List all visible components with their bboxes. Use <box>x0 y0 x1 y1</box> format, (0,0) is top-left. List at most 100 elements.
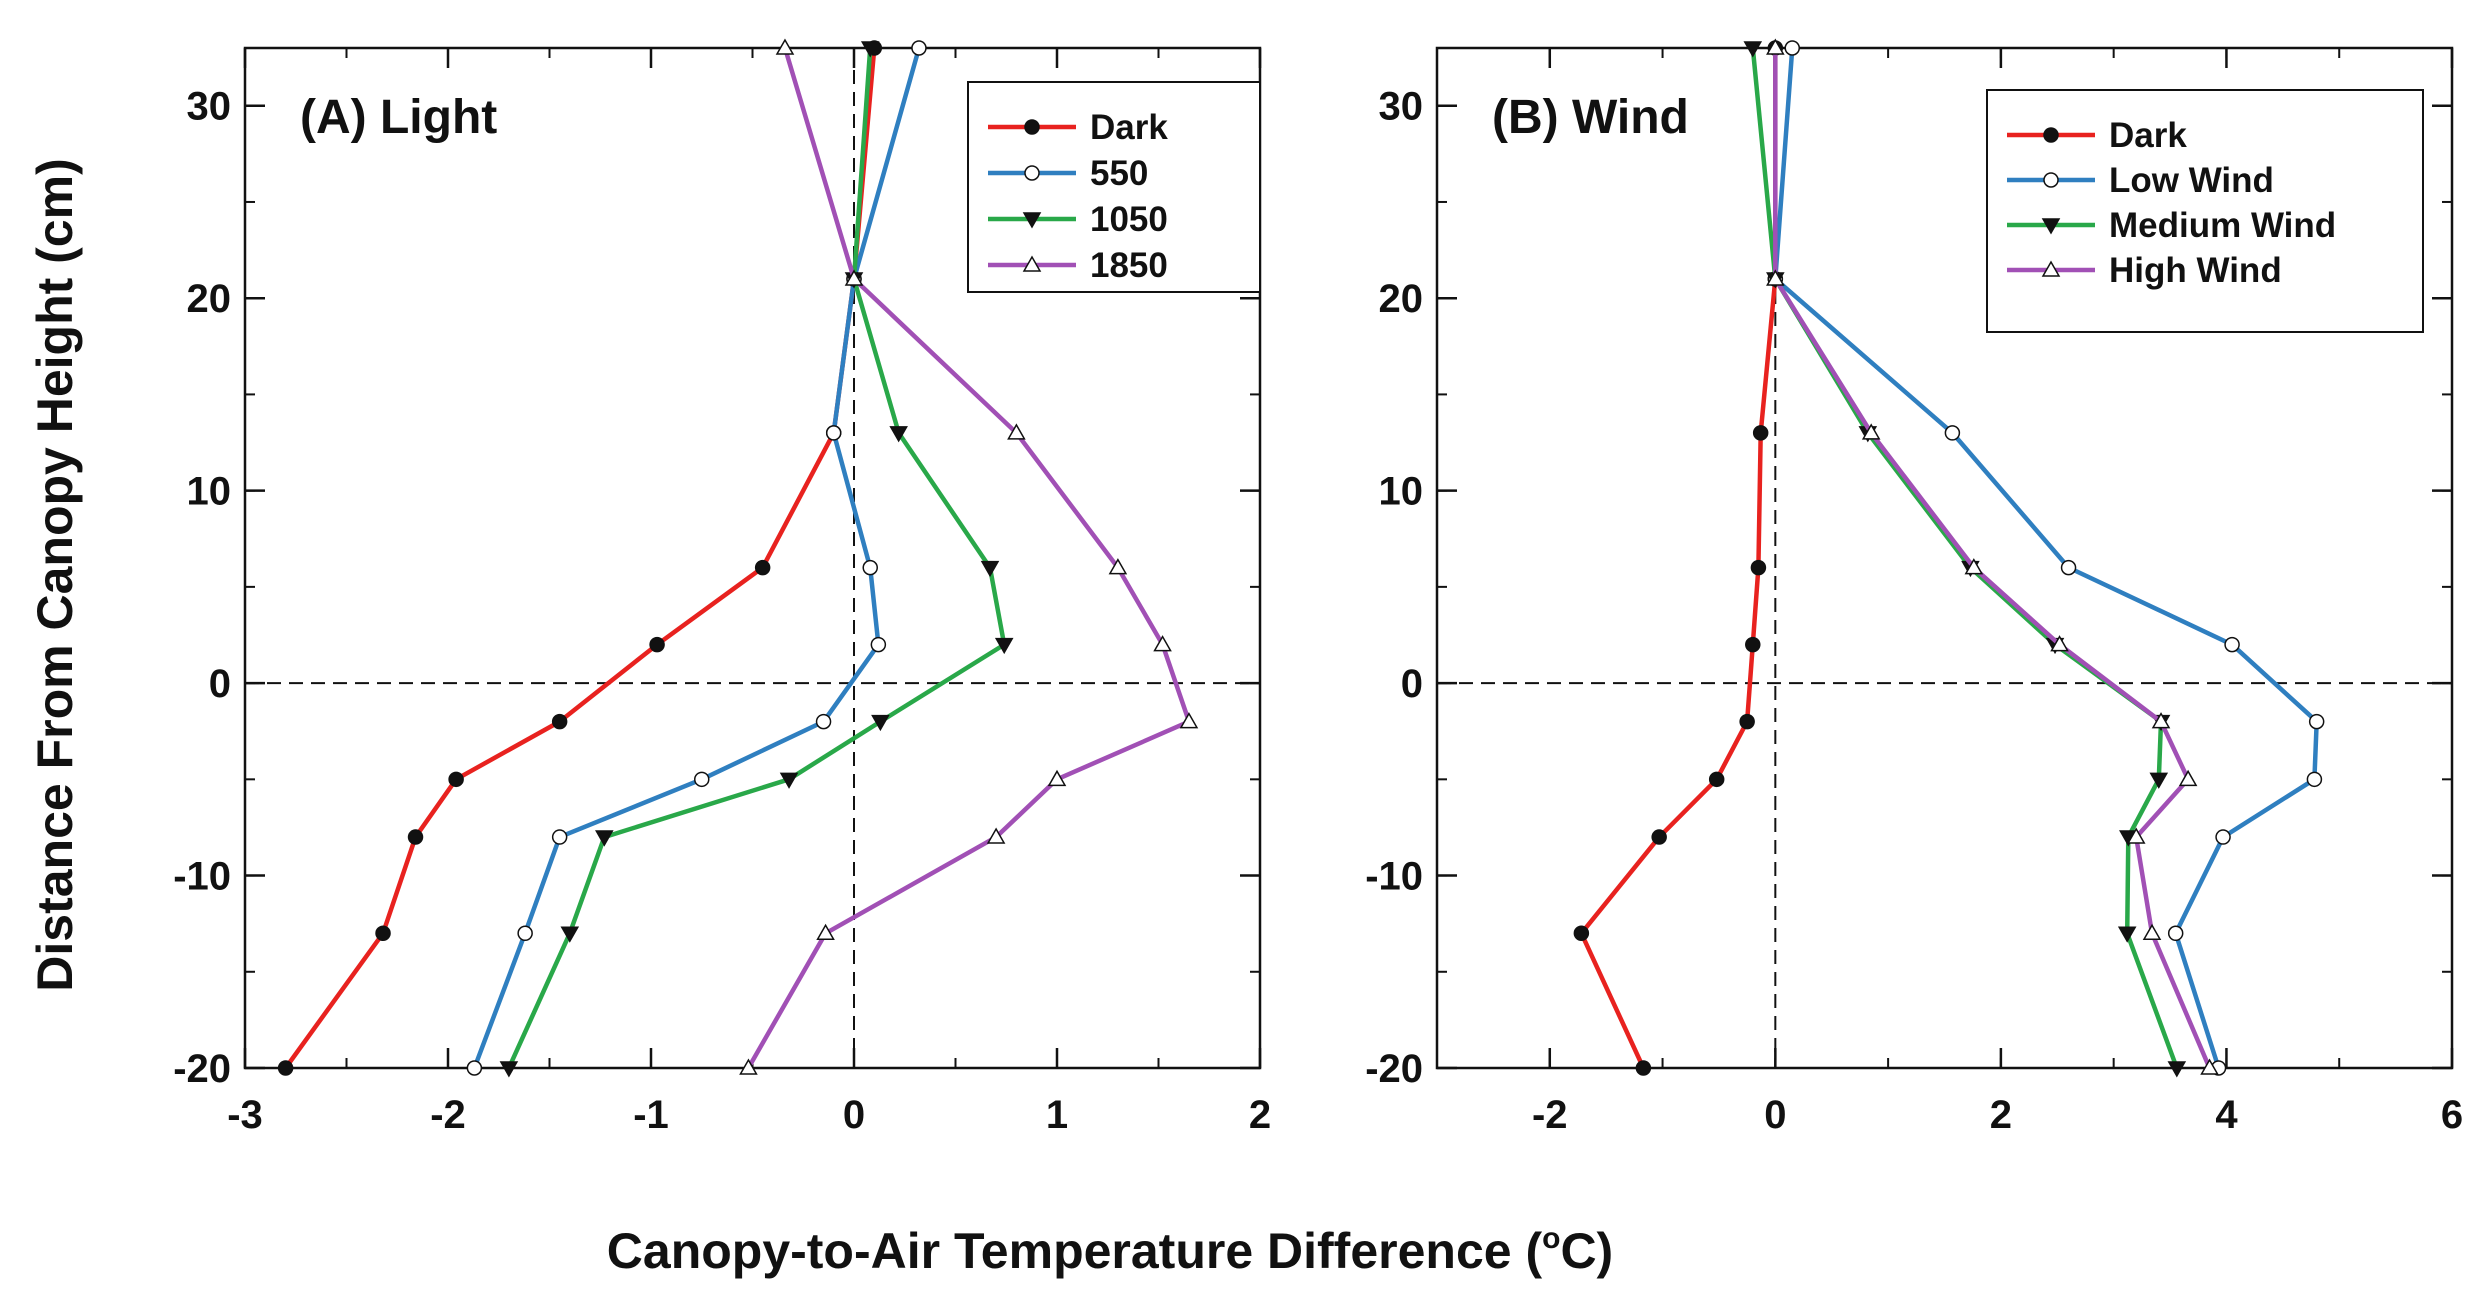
y-axis-title: Distance From Canopy Height (cm) <box>27 158 83 991</box>
data-point <box>1573 925 1590 942</box>
series-line <box>1773 47 2319 1069</box>
data-point <box>1752 425 1769 441</box>
x-tick-label: -1 <box>633 1093 669 1137</box>
legend-label: Dark <box>2109 116 2187 155</box>
data-point <box>2142 923 2162 941</box>
data-point <box>1750 559 1767 576</box>
plot-frame <box>1435 46 2454 1070</box>
x-tick-label: -2 <box>1532 1093 1568 1137</box>
legend-swatch-marker <box>2043 172 2059 188</box>
y-tick-label: 20 <box>1379 277 1424 321</box>
legend-swatch-marker <box>1024 165 1040 181</box>
x-tick-label: 6 <box>2441 1093 2463 1137</box>
legend-swatch-marker <box>1022 212 1042 229</box>
data-point <box>2167 1061 2187 1078</box>
x-tick-label: 2 <box>1249 1093 1271 1137</box>
panel-title: (B) Wind <box>1492 91 1689 144</box>
y-tick-label: 0 <box>1401 662 1423 706</box>
data-point <box>2200 1058 2219 1075</box>
data-point <box>1635 1060 1652 1076</box>
data-point <box>517 925 533 942</box>
data-point <box>407 829 424 845</box>
x-tick-label: 0 <box>843 1093 865 1137</box>
y-tick-label: 10 <box>187 470 232 514</box>
data-point <box>1964 558 1984 575</box>
data-point <box>1153 635 1172 652</box>
data-point <box>1651 829 1667 845</box>
series-dark <box>1573 40 1784 1076</box>
data-point <box>862 559 878 576</box>
data-point <box>844 269 864 286</box>
panel-title: (A) Light <box>300 91 497 144</box>
x-axis-title: Canopy-to-Air Temperature Difference (oC… <box>607 1222 1613 1279</box>
data-point <box>277 1060 294 1076</box>
data-point <box>2060 559 2077 576</box>
x-tick-label: -3 <box>227 1093 263 1137</box>
data-point <box>595 830 614 847</box>
legend-label: Low Wind <box>2109 161 2274 200</box>
data-point <box>375 925 391 942</box>
data-point <box>560 926 580 943</box>
data-point <box>779 772 799 789</box>
data-point <box>775 38 795 55</box>
x-tick-label: 2 <box>1990 1093 2012 1137</box>
y-tick-label: 10 <box>1379 470 1424 514</box>
legend-label: Medium Wind <box>2109 206 2336 245</box>
data-point <box>860 41 880 58</box>
data-point <box>448 771 464 788</box>
data-point <box>2167 925 2184 942</box>
data-point <box>2178 769 2198 787</box>
y-tick-label: -20 <box>1365 1047 1423 1091</box>
data-point <box>1745 636 1761 653</box>
data-point <box>994 637 1014 655</box>
data-point <box>980 560 1000 578</box>
data-point <box>1743 41 1763 58</box>
data-point <box>911 40 927 56</box>
y-tick-label: 30 <box>1379 85 1424 129</box>
legend-label: 550 <box>1090 154 1148 193</box>
data-point <box>986 827 1006 844</box>
data-point <box>870 636 887 653</box>
series-1050 <box>499 41 1014 1078</box>
x-tick-label: -2 <box>430 1093 466 1137</box>
series-550 <box>466 40 927 1076</box>
data-point <box>1708 771 1725 788</box>
data-point <box>2151 712 2171 729</box>
data-point <box>2149 772 2169 789</box>
data-point <box>1766 269 1785 286</box>
data-point <box>1179 712 1199 729</box>
data-point <box>551 829 568 845</box>
x-tick-label: 0 <box>1764 1093 1786 1137</box>
data-point <box>1944 425 1961 441</box>
legend-label: Dark <box>1090 108 1168 147</box>
data-point <box>466 1060 483 1076</box>
series-line <box>1579 48 1778 1069</box>
data-point <box>815 713 832 730</box>
legend-box <box>1986 89 2424 333</box>
legend-swatch-marker <box>1024 119 1040 135</box>
series-high-wind <box>1766 38 2219 1075</box>
legend-swatch-marker <box>2043 127 2059 143</box>
series-dark <box>277 40 883 1076</box>
data-point <box>889 426 908 443</box>
legend-swatch-marker <box>2041 218 2061 235</box>
y-tick-label: -20 <box>173 1047 231 1091</box>
data-point <box>2117 926 2137 943</box>
series-line <box>283 47 877 1070</box>
x-axis-title-main: Canopy-to-Air Temperature Difference ( <box>607 1223 1543 1279</box>
data-point <box>1007 423 1026 440</box>
data-point <box>825 425 842 441</box>
series-line <box>472 47 922 1069</box>
series-low-wind <box>1767 40 2325 1076</box>
legend-label: High Wind <box>2109 251 2282 290</box>
y-tick-label: 0 <box>209 662 231 706</box>
y-tick-label: 20 <box>187 277 232 321</box>
data-point <box>551 713 568 730</box>
series-1850 <box>739 38 1199 1075</box>
data-point <box>499 1061 519 1078</box>
x-tick-label: 4 <box>2215 1093 2238 1137</box>
legend-swatch-marker <box>1022 255 1042 272</box>
